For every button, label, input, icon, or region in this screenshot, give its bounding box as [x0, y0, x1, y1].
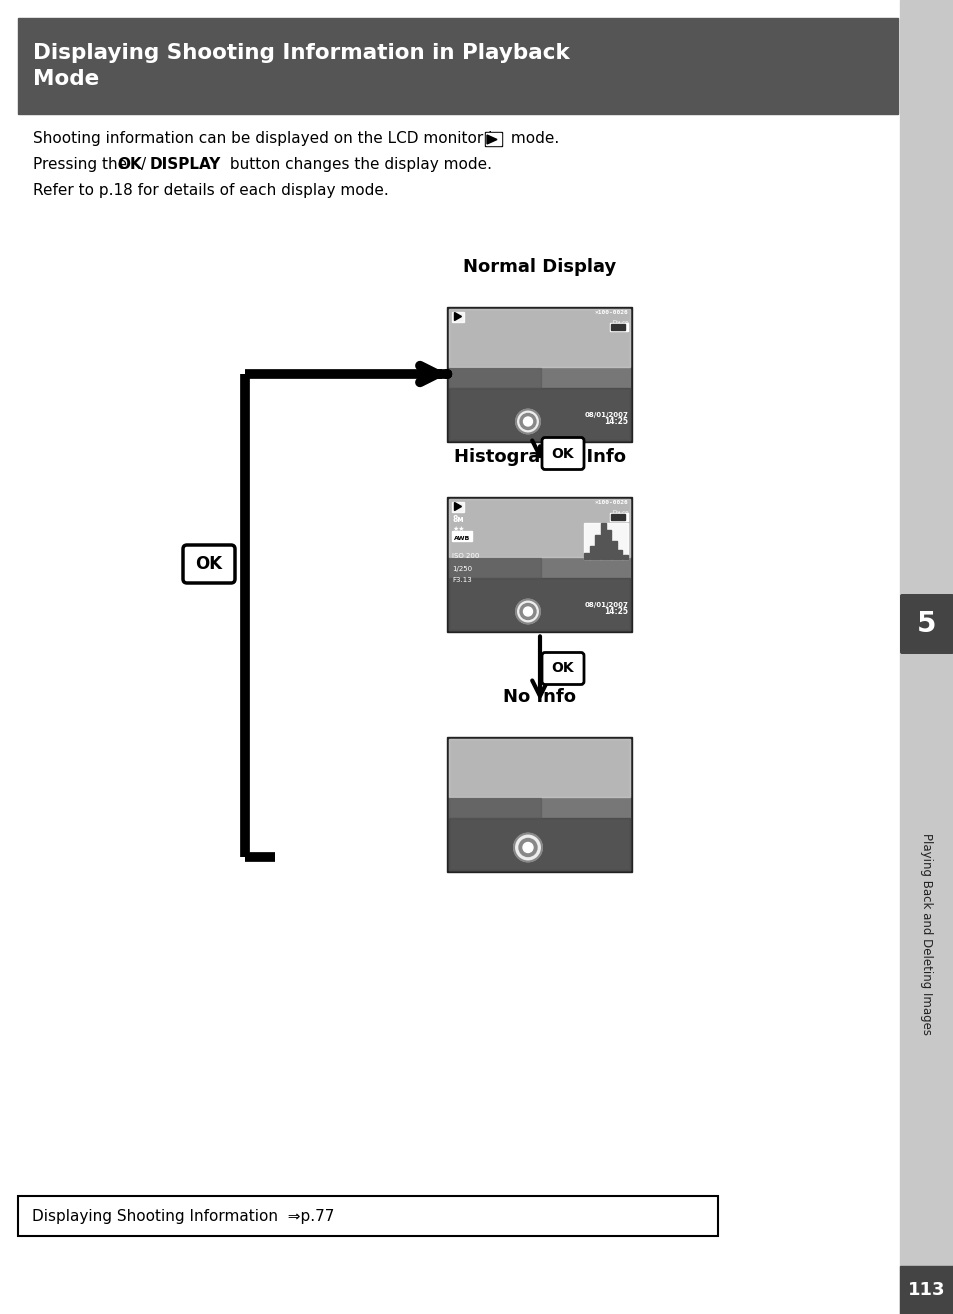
Text: Dч со: Dч со	[612, 319, 628, 325]
Text: 5: 5	[916, 610, 936, 639]
Bar	[449, 309, 630, 439]
Text: Normal Display: Normal Display	[463, 259, 616, 276]
Circle shape	[522, 842, 533, 853]
Circle shape	[514, 833, 541, 862]
Text: Dч со: Dч со	[612, 510, 628, 515]
Text: /: /	[141, 156, 146, 172]
Text: 1/250: 1/250	[452, 566, 472, 573]
Text: mode.: mode.	[505, 131, 558, 146]
Text: 8м: 8м	[452, 515, 464, 523]
Text: ×100-0026: ×100-0026	[594, 310, 628, 315]
Text: ISO 200: ISO 200	[452, 552, 479, 558]
Polygon shape	[486, 135, 497, 145]
FancyBboxPatch shape	[541, 438, 583, 469]
Bar	[485, 133, 500, 145]
Text: Playing Back and Deleting Images: Playing Back and Deleting Images	[920, 833, 933, 1035]
Bar	[452, 311, 464, 322]
Bar	[449, 578, 630, 629]
Bar	[611, 323, 625, 330]
Text: DISPLAY: DISPLAY	[150, 156, 221, 172]
Bar	[449, 388, 630, 439]
Bar	[449, 738, 630, 798]
Bar	[449, 368, 541, 388]
Text: AWB: AWB	[453, 536, 470, 541]
Bar	[610, 322, 628, 331]
Bar	[612, 540, 617, 558]
Bar	[449, 819, 630, 870]
Bar	[899, 1265, 953, 1314]
Polygon shape	[454, 502, 461, 511]
Polygon shape	[454, 313, 461, 321]
Text: 08/01/2007: 08/01/2007	[584, 411, 628, 418]
Text: Displaying Shooting Information  ⇒p.77: Displaying Shooting Information ⇒p.77	[32, 1209, 334, 1223]
Text: 113: 113	[907, 1281, 944, 1300]
Bar	[449, 498, 630, 629]
Circle shape	[523, 417, 532, 426]
Bar	[610, 512, 628, 520]
Bar	[18, 18, 897, 114]
Bar	[449, 558, 541, 578]
Text: OK: OK	[195, 555, 222, 573]
FancyBboxPatch shape	[541, 653, 583, 685]
Bar	[449, 309, 630, 367]
Text: ★★: ★★	[452, 526, 464, 531]
Bar	[622, 555, 627, 558]
Text: Displaying Shooting Information in Playback
Mode: Displaying Shooting Information in Playb…	[33, 43, 569, 89]
Text: 14:25: 14:25	[604, 418, 628, 427]
Bar	[617, 549, 622, 558]
Text: 08/01/2007: 08/01/2007	[584, 602, 628, 607]
Bar	[447, 737, 632, 871]
Circle shape	[519, 603, 536, 619]
Bar	[589, 545, 595, 558]
Bar	[452, 502, 464, 511]
Bar	[452, 531, 472, 540]
Bar	[584, 553, 589, 558]
Circle shape	[519, 414, 536, 430]
Text: Shooting information can be displayed on the LCD monitor in: Shooting information can be displayed on…	[33, 131, 501, 146]
Bar	[447, 306, 632, 442]
Text: Pressing the: Pressing the	[33, 156, 132, 172]
Text: button changes the display mode.: button changes the display mode.	[225, 156, 492, 172]
FancyBboxPatch shape	[899, 594, 953, 654]
Bar	[584, 523, 628, 558]
Bar	[449, 498, 630, 557]
FancyBboxPatch shape	[183, 545, 234, 583]
Bar	[606, 530, 611, 558]
Bar	[447, 497, 632, 632]
Text: F3.13: F3.13	[452, 577, 472, 583]
Bar	[449, 738, 630, 870]
Circle shape	[523, 607, 532, 616]
Bar	[611, 514, 625, 519]
Text: No Info: No Info	[503, 689, 576, 707]
Text: Histogram + Info: Histogram + Info	[454, 448, 625, 466]
Circle shape	[518, 838, 537, 857]
Bar	[18, 1196, 718, 1236]
Bar	[595, 535, 599, 558]
Text: OK: OK	[551, 661, 574, 675]
Bar	[600, 523, 605, 558]
Text: OK: OK	[551, 447, 574, 460]
Bar	[484, 131, 501, 146]
Bar	[449, 798, 541, 819]
Text: 14:25: 14:25	[604, 607, 628, 616]
Text: OK: OK	[117, 156, 142, 172]
Text: ×100-0026: ×100-0026	[594, 501, 628, 506]
Circle shape	[516, 410, 539, 434]
Bar	[899, 0, 953, 1314]
Circle shape	[516, 599, 539, 624]
Text: Refer to p.18 for details of each display mode.: Refer to p.18 for details of each displa…	[33, 183, 388, 198]
